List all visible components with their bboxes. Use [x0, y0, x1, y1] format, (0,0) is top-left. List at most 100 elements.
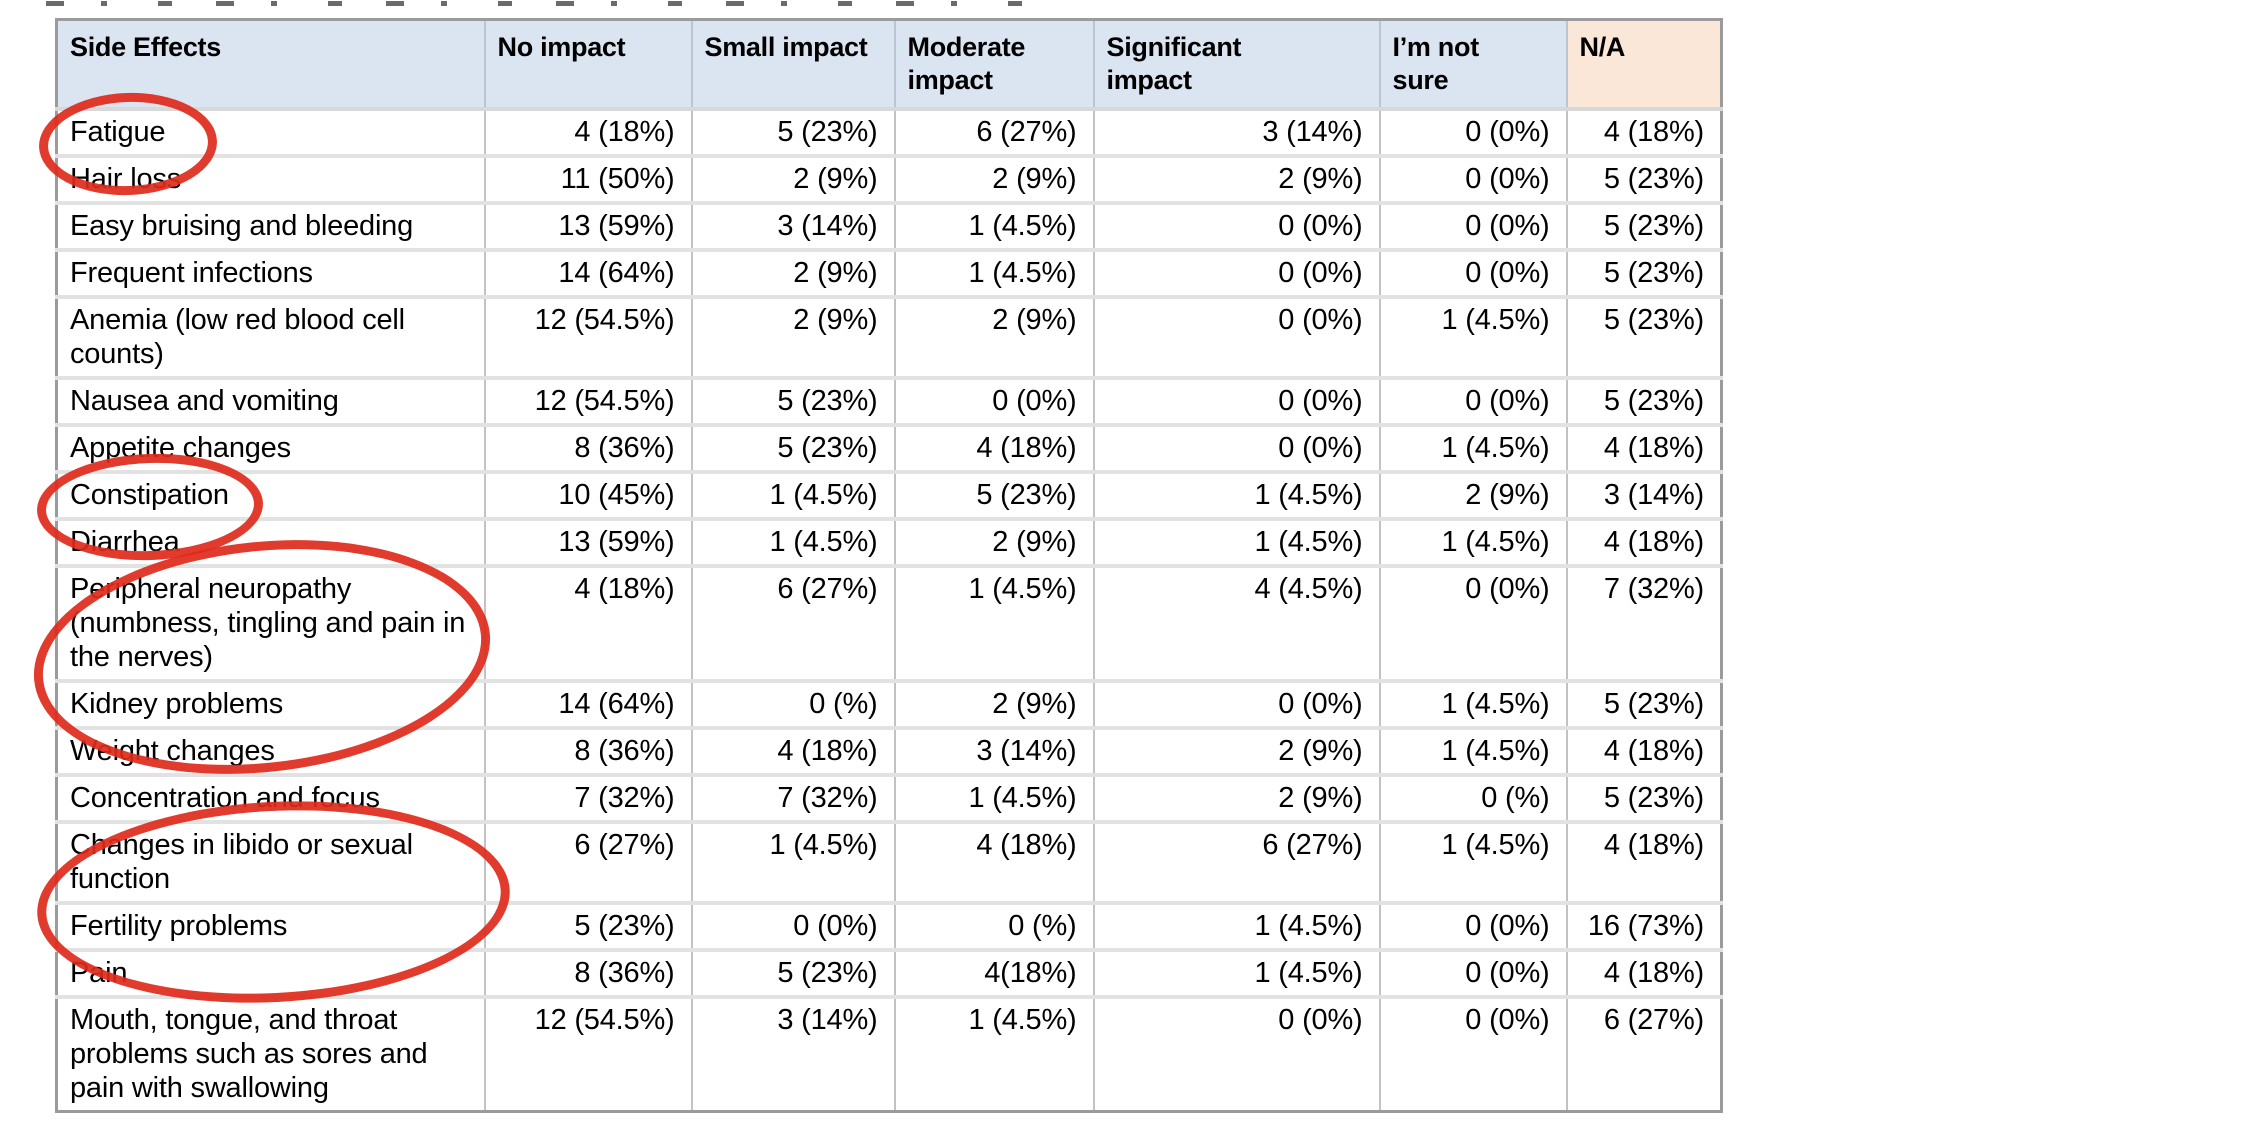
cell-value: 6 (27%): [893, 107, 1094, 156]
cell-value: 2 (9%): [1378, 470, 1567, 519]
cell-value: 0 (0%): [1092, 295, 1380, 378]
cell-value: 0 (%): [893, 901, 1094, 950]
side-effect-label: Fertility problems: [55, 901, 485, 950]
cell-value: 5 (23%): [690, 948, 895, 997]
side-effects-table: Side Effects No impact Small impact Mode…: [55, 18, 1723, 1113]
cell-value: 2 (9%): [893, 679, 1094, 728]
cell-value: 1 (4.5%): [690, 517, 895, 566]
cell-value: 14 (64%): [483, 679, 692, 728]
cell-value: 6 (27%): [690, 564, 895, 681]
header-no-impact: No impact: [483, 19, 692, 111]
side-effect-label: Appetite changes: [55, 423, 485, 472]
cell-value: 6 (27%): [483, 820, 692, 903]
cell-value: 4 (18%): [483, 107, 692, 156]
cell-value: 0 (0%): [1378, 564, 1567, 681]
cell-value: 5 (23%): [1565, 773, 1722, 822]
cell-value: 0 (0%): [1092, 201, 1380, 250]
cell-value: 1 (4.5%): [1378, 423, 1567, 472]
cell-value: 1 (4.5%): [1378, 679, 1567, 728]
cell-value: 4 (18%): [1565, 726, 1722, 775]
cell-value: 0 (0%): [1378, 107, 1567, 156]
header-side-effects: Side Effects: [55, 19, 485, 111]
cell-value: 0 (0%): [1378, 376, 1567, 425]
table-row: Pain 8 (36%) 5 (23%) 4(18%) 1 (4.5%) 0 (0%) 4 …: [55, 948, 1722, 997]
cell-value: 1 (4.5%): [1378, 820, 1567, 903]
cell-value: 5 (23%): [1565, 679, 1722, 728]
cell-value: 1 (4.5%): [893, 248, 1094, 297]
cell-value: 0 (0%): [1378, 201, 1567, 250]
table-row: Fatigue 4 (18%) 5 (23%) 6 (27%) 3 (14%) 0 (0%…: [55, 107, 1722, 156]
table-row: Frequent infections 14 (64%) 2 (9%) 1 (4.5%…: [55, 248, 1722, 297]
cell-value: 0 (%): [1378, 773, 1567, 822]
table-header: Side Effects No impact Small impact Mode…: [55, 19, 1722, 111]
cell-value: 0 (%): [690, 679, 895, 728]
cell-value: 1 (4.5%): [690, 470, 895, 519]
table-row: Constipation 10 (45%) 1 (4.5%) 5 (23%) 1 (4.…: [55, 470, 1722, 519]
cell-value: 5 (23%): [1565, 201, 1722, 250]
table-row: Diarrhea 13 (59%) 1 (4.5%) 2 (9%) 1 (4.5%) 1 …: [55, 517, 1722, 566]
cell-value: 0 (0%): [1092, 248, 1380, 297]
cell-value: 2 (9%): [893, 295, 1094, 378]
side-effect-label: Mouth, tongue, and throat problems such …: [55, 995, 485, 1112]
cell-value: 3 (14%): [690, 995, 895, 1112]
cell-value: 7 (32%): [690, 773, 895, 822]
cell-value: 1 (4.5%): [1378, 295, 1567, 378]
table-row: Mouth, tongue, and throat problems such …: [55, 995, 1722, 1112]
side-effect-label: Kidney problems: [55, 679, 485, 728]
cell-value: 3 (14%): [690, 201, 895, 250]
cell-value: 5 (23%): [1565, 295, 1722, 378]
cell-value: 0 (0%): [1378, 995, 1567, 1112]
cell-value: 4 (4.5%): [1092, 564, 1380, 681]
side-effect-label: Nausea and vomiting: [55, 376, 485, 425]
cell-value: 2 (9%): [893, 154, 1094, 203]
table-row: Peripheral neuropathy (numbness, tinglin…: [55, 564, 1722, 681]
cell-value: 10 (45%): [483, 470, 692, 519]
table-row: Anemia (low red blood cell counts) 12 (54…: [55, 295, 1722, 378]
cell-value: 5 (23%): [483, 901, 692, 950]
table-row: Fertility problems 5 (23%) 0 (0%) 0 (%) 1 (4…: [55, 901, 1722, 950]
cell-value: 1 (4.5%): [1092, 901, 1380, 950]
cell-value: 5 (23%): [690, 423, 895, 472]
cell-value: 4 (18%): [483, 564, 692, 681]
cell-value: 12 (54.5%): [483, 376, 692, 425]
cell-value: 5 (23%): [690, 107, 895, 156]
cell-value: 4 (18%): [1565, 423, 1722, 472]
cell-value: 7 (32%): [1565, 564, 1722, 681]
cell-value: 8 (36%): [483, 948, 692, 997]
side-effect-label: Weight changes: [55, 726, 485, 775]
cell-value: 7 (32%): [483, 773, 692, 822]
side-effect-label: Anemia (low red blood cell counts): [55, 295, 485, 378]
cell-value: 6 (27%): [1092, 820, 1380, 903]
cropped-text-fragment: [46, 1, 1036, 6]
cell-value: 0 (0%): [1092, 995, 1380, 1112]
cell-value: 0 (0%): [1378, 948, 1567, 997]
cell-value: 16 (73%): [1565, 901, 1722, 950]
cell-value: 3 (14%): [1565, 470, 1722, 519]
cell-value: 8 (36%): [483, 423, 692, 472]
header-small-impact: Small impact: [690, 19, 895, 111]
cell-value: 13 (59%): [483, 517, 692, 566]
cell-value: 1 (4.5%): [1378, 726, 1567, 775]
side-effect-label: Constipation: [55, 470, 485, 519]
cell-value: 4 (18%): [1565, 948, 1722, 997]
cell-value: 6 (27%): [1565, 995, 1722, 1112]
cell-value: 2 (9%): [1092, 773, 1380, 822]
cell-value: 2 (9%): [893, 517, 1094, 566]
cell-value: 4 (18%): [1565, 517, 1722, 566]
side-effect-label: Fatigue: [55, 107, 485, 156]
cell-value: 5 (23%): [1565, 376, 1722, 425]
cell-value: 2 (9%): [690, 248, 895, 297]
header-na: N/A: [1565, 19, 1722, 111]
table-row: Easy bruising and bleeding 13 (59%) 3 (14%…: [55, 201, 1722, 250]
cell-value: 2 (9%): [690, 295, 895, 378]
cell-value: 4 (18%): [893, 820, 1094, 903]
cell-value: 2 (9%): [1092, 726, 1380, 775]
cell-value: 0 (0%): [893, 376, 1094, 425]
cell-value: 1 (4.5%): [690, 820, 895, 903]
cell-value: 1 (4.5%): [893, 995, 1094, 1112]
cell-value: 4 (18%): [1565, 107, 1722, 156]
cell-value: 0 (0%): [690, 901, 895, 950]
side-effect-label: Frequent infections: [55, 248, 485, 297]
table-body: Fatigue 4 (18%) 5 (23%) 6 (27%) 3 (14%) 0 (0%…: [55, 107, 1722, 1112]
cell-value: 12 (54.5%): [483, 995, 692, 1112]
